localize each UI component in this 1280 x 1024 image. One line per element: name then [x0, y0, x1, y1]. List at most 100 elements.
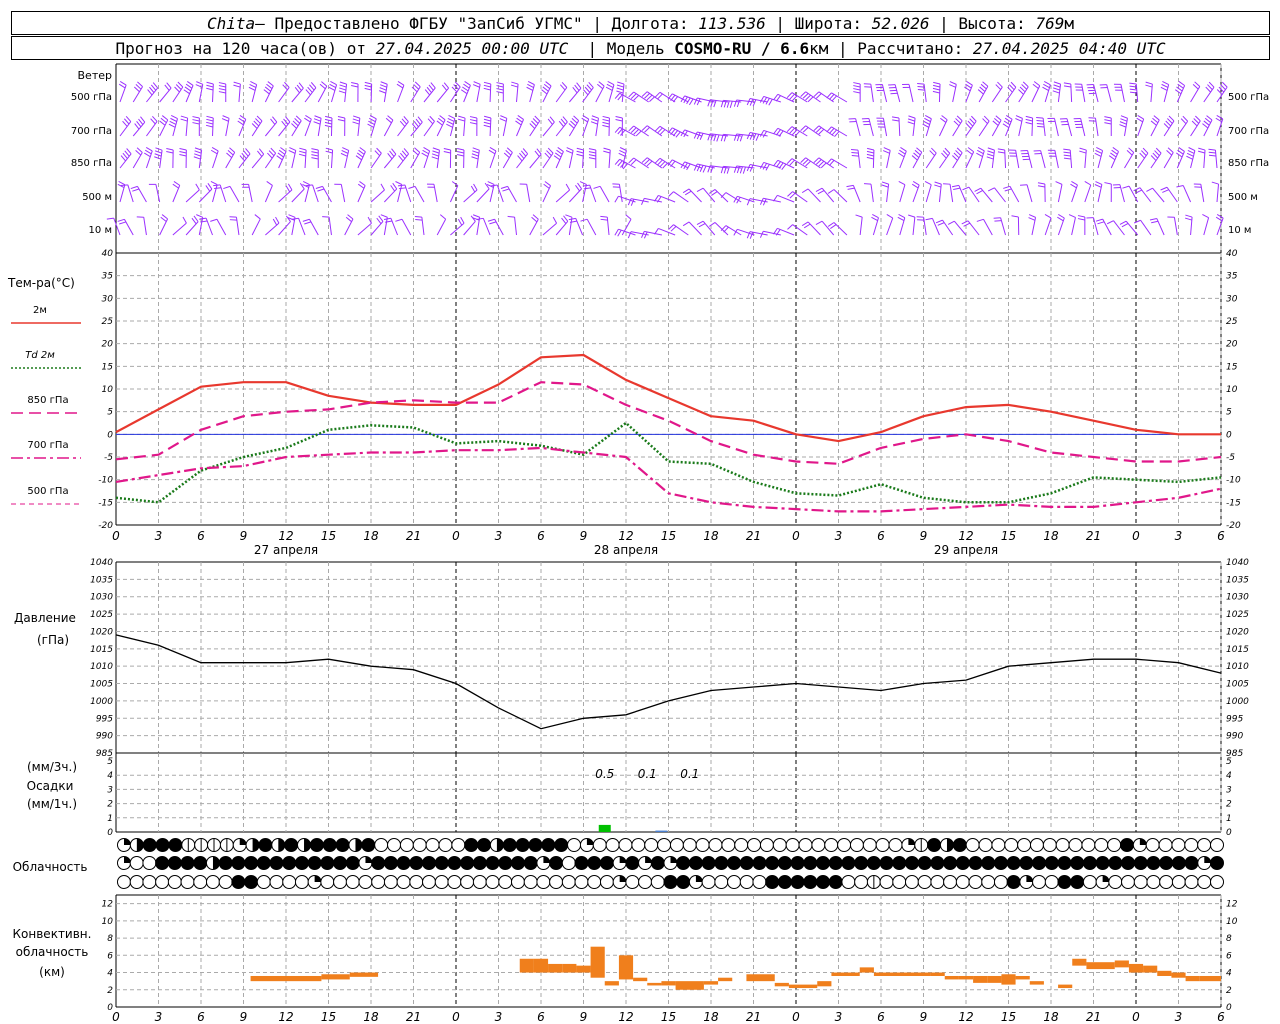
wind-level-right: 700 гПа: [1228, 126, 1269, 137]
wind-barb-flag: [489, 146, 497, 152]
cloud-circle: [676, 856, 691, 870]
wind-barb-flag: [987, 150, 995, 154]
wind-barb-flag: [282, 84, 288, 91]
wind-level-left: 500 гПа: [71, 92, 112, 103]
wind-barb: [265, 216, 280, 236]
wind-barb-flag: [248, 86, 256, 91]
wind-barb-flag: [218, 91, 226, 94]
temp-panel-xtick: 0: [1132, 529, 1140, 543]
convective-panel-xtick: 18: [1043, 1010, 1059, 1024]
wind-barb-flag: [847, 187, 855, 190]
cloud-symbol: [396, 856, 411, 870]
wind-barb-flag: [898, 180, 906, 186]
wind-barb-flag: [1194, 81, 1201, 87]
wind-barb-flag: [620, 161, 626, 168]
wind-barb: [1146, 187, 1165, 203]
wind-barb-flag: [150, 84, 157, 91]
cloud-circle: [358, 875, 373, 889]
wind-barb-flag: [304, 221, 312, 225]
wind-barb-flag: [345, 216, 352, 223]
wind-barb-flag: [272, 218, 278, 226]
wind-barb: [1020, 184, 1033, 203]
wind-barb-flag: [380, 81, 388, 85]
wind-barb-flag: [602, 115, 610, 119]
wind-barb-flag: [447, 117, 455, 122]
cloud-circle: [1070, 856, 1085, 870]
cloud-symbol: [219, 838, 234, 852]
wind-barb-flag: [733, 133, 737, 141]
cloud-symbol: [1082, 856, 1097, 870]
wind-barb-flag: [1036, 122, 1044, 125]
cloud-circle: [549, 856, 564, 870]
wind-barb-flag: [154, 150, 162, 154]
cloud-circle: [434, 856, 449, 870]
wind-barb-flag: [871, 216, 878, 222]
wind-barb-flag: [966, 80, 973, 86]
wind-barb-flag: [729, 101, 733, 109]
wind-barb-flag: [654, 157, 661, 164]
wind-level-left: 700 гПа: [71, 126, 112, 137]
cloud-symbol: [574, 875, 589, 889]
wind-barb: [1113, 83, 1125, 103]
wind-barb-flag: [408, 185, 416, 189]
temp-panel-xtick: 6: [877, 529, 885, 543]
wind-barb-flag: [680, 129, 686, 137]
precip-panel-ytick-right: 4: [1226, 771, 1232, 781]
wind-barb-flag: [580, 218, 588, 222]
cloud-circle: [510, 875, 525, 889]
cloud-circle: [790, 856, 805, 870]
pressure-panel-ytick-left: 1005: [90, 680, 113, 690]
wind-barb-flag: [454, 81, 461, 88]
cloud-symbol: [592, 838, 607, 852]
wind-barb-shaft: [1092, 217, 1099, 236]
wind-barb-flag: [473, 81, 481, 85]
wind-barb-flag: [1167, 147, 1174, 153]
cloud-symbol: [464, 838, 479, 852]
wind-barb-flag: [472, 147, 480, 151]
temp-panel-ytick-left: -15: [98, 498, 113, 508]
wind-barb-flag: [166, 82, 172, 89]
cloud-circle: [965, 838, 980, 852]
cloud-circle: [752, 856, 767, 870]
wind-barb-flag: [1208, 148, 1216, 151]
wind-barb-flag: [786, 92, 793, 99]
wind-barb-flag: [456, 153, 464, 157]
wind-barb: [367, 114, 377, 137]
wind-barb: [582, 184, 597, 203]
wind-barb-flag: [1015, 115, 1023, 119]
cloud-symbol: [269, 875, 284, 889]
wind-barb-flag: [451, 181, 459, 187]
wind-barb-flag: [472, 217, 480, 221]
wind-barb: [911, 180, 920, 203]
cloud-symbol: [930, 856, 945, 870]
wind-barb-flag: [187, 81, 194, 86]
wind-barb-flag: [911, 155, 918, 161]
wind-barb-flag: [826, 158, 832, 165]
wind-barb: [1150, 147, 1162, 169]
date-label: 29 апреля: [934, 543, 998, 557]
wind-barb-flag: [851, 149, 859, 151]
wind-barb-flag: [266, 83, 273, 89]
wind-barb-flag: [351, 85, 359, 88]
wind-barb: [1047, 149, 1059, 169]
cloud-quarter: [1139, 838, 1147, 845]
cloud-circle: [854, 875, 869, 889]
wind-barb-flag: [1058, 213, 1065, 219]
wind-barb: [1033, 150, 1046, 169]
wind-barb-flag: [590, 121, 598, 125]
wind-barb-shaft: [1071, 217, 1076, 236]
wind-barb-flag: [923, 120, 930, 125]
wind-barb-flag: [561, 81, 568, 88]
convective-panel-ytick-right: 6: [1226, 951, 1232, 961]
temp-panel-xtick: 21: [1086, 529, 1101, 543]
wind-barb: [1008, 149, 1020, 169]
wind-barb-flag: [196, 81, 203, 85]
wind-barb: [355, 147, 366, 169]
wind-barb: [288, 147, 297, 169]
wind-barb-shaft: [1128, 185, 1139, 203]
cloud-symbol: [1197, 875, 1212, 889]
wind-barb-shaft: [278, 87, 290, 103]
wind-barb-flag: [630, 199, 635, 206]
wind-barb: [720, 133, 742, 142]
cloud-title: Облачность: [13, 860, 88, 874]
